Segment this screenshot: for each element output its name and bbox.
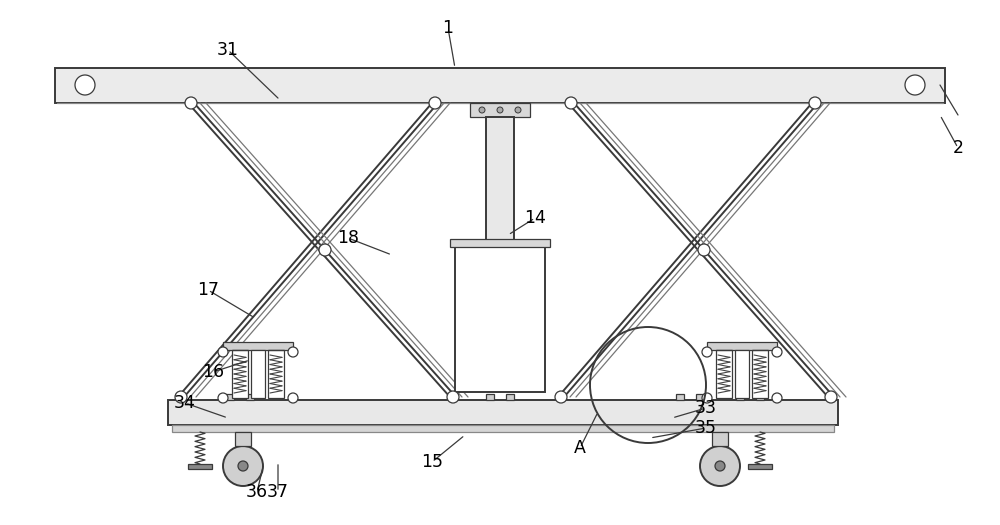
Circle shape: [447, 391, 459, 403]
Bar: [268, 350, 284, 398]
Bar: [752, 350, 768, 398]
Bar: [676, 394, 684, 400]
Bar: [735, 350, 749, 398]
Text: 2: 2: [952, 139, 964, 157]
Circle shape: [698, 244, 710, 256]
Circle shape: [772, 393, 782, 403]
Bar: [188, 464, 212, 469]
Bar: [232, 350, 248, 398]
Bar: [486, 117, 514, 247]
Text: 35: 35: [695, 419, 717, 437]
Bar: [736, 394, 744, 400]
Bar: [246, 394, 254, 400]
Bar: [251, 350, 265, 398]
Circle shape: [715, 461, 725, 471]
Circle shape: [185, 97, 197, 109]
Circle shape: [288, 393, 298, 403]
Bar: [55, 68, 945, 103]
Circle shape: [319, 244, 331, 256]
Circle shape: [772, 347, 782, 357]
Bar: [716, 350, 732, 398]
Circle shape: [497, 107, 503, 113]
Circle shape: [223, 446, 263, 486]
Circle shape: [479, 107, 485, 113]
Text: 14: 14: [524, 209, 546, 227]
Bar: [748, 464, 772, 469]
Bar: [168, 400, 838, 425]
Bar: [172, 425, 834, 432]
Circle shape: [702, 347, 712, 357]
Circle shape: [565, 97, 577, 109]
Bar: [756, 394, 764, 400]
Text: 36: 36: [246, 483, 268, 501]
Bar: [696, 394, 704, 400]
Circle shape: [218, 393, 228, 403]
Text: 15: 15: [421, 453, 443, 471]
Bar: [712, 432, 728, 446]
Circle shape: [238, 461, 248, 471]
Text: 18: 18: [337, 229, 359, 247]
Text: 31: 31: [217, 41, 239, 59]
Bar: [226, 394, 234, 400]
Text: 17: 17: [197, 281, 219, 299]
Circle shape: [75, 75, 95, 95]
Circle shape: [700, 446, 740, 486]
Text: 1: 1: [442, 19, 454, 37]
Text: A: A: [574, 439, 586, 457]
Circle shape: [218, 347, 228, 357]
Text: 37: 37: [267, 483, 289, 501]
Text: 16: 16: [202, 363, 224, 381]
Bar: [707, 342, 777, 350]
Bar: [486, 394, 494, 400]
Text: 33: 33: [695, 399, 717, 417]
Circle shape: [702, 393, 712, 403]
Circle shape: [905, 75, 925, 95]
Bar: [235, 432, 251, 446]
Circle shape: [809, 97, 821, 109]
Circle shape: [515, 107, 521, 113]
Circle shape: [175, 391, 187, 403]
Bar: [506, 394, 514, 400]
Bar: [223, 342, 293, 350]
Circle shape: [555, 391, 567, 403]
Circle shape: [825, 391, 837, 403]
Bar: [470, 103, 530, 117]
Circle shape: [288, 347, 298, 357]
Bar: [450, 239, 550, 247]
Bar: [455, 247, 545, 392]
Text: 34: 34: [174, 394, 196, 412]
Circle shape: [429, 97, 441, 109]
